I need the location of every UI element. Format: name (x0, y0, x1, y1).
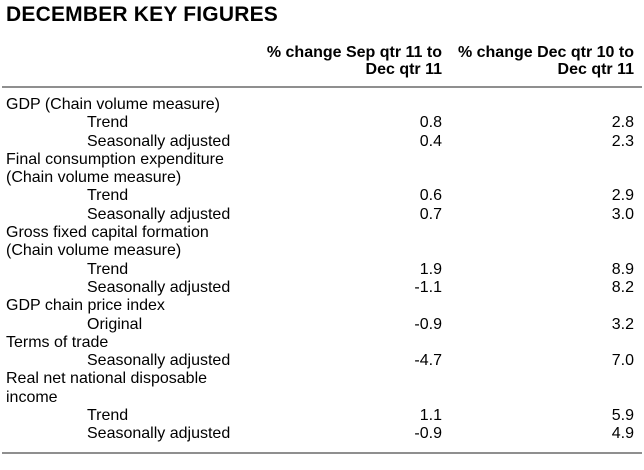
row-label: Seasonally adjusted (87, 425, 231, 443)
row-label: Real net national disposable (6, 370, 208, 388)
table-row: (Chain volume measure) (6, 169, 634, 187)
bottom-rule (2, 451, 642, 454)
table-row: Original -0.9 3.2 (6, 316, 634, 334)
value-sep-qtr: -0.9 (414, 315, 442, 333)
row-label: Terms of trade (6, 333, 109, 351)
value-sep-qtr (257, 242, 442, 260)
table-row: income (6, 389, 634, 407)
value-sep-qtr: 0.4 (419, 132, 442, 150)
value-dec-qtr (442, 169, 634, 187)
table-row: Gross fixed capital formation (6, 224, 634, 242)
value-sep-qtr (257, 334, 442, 352)
table-row: Seasonally adjusted -1.1 8.2 (6, 279, 634, 297)
value-sep-qtr: -1.1 (414, 278, 442, 296)
row-label: Original (87, 315, 143, 333)
value-sep-qtr (257, 96, 442, 114)
value-dec-qtr: 3.2 (611, 315, 634, 333)
table-row: Final consumption expenditure (6, 151, 634, 169)
value-dec-qtr: 2.9 (611, 187, 634, 205)
row-label: Trend (87, 114, 129, 132)
value-sep-qtr (257, 151, 442, 169)
row-label: Seasonally adjusted (87, 278, 231, 296)
value-sep-qtr: 0.8 (419, 114, 442, 132)
value-sep-qtr (257, 224, 442, 242)
value-sep-qtr: -0.9 (414, 425, 442, 443)
column-header-line: Dec qtr 11 (557, 61, 634, 78)
column-header-line: Dec qtr 11 (365, 61, 442, 78)
row-label: Seasonally adjusted (87, 352, 231, 370)
column-header-line: % change Dec qtr 10 to (457, 44, 634, 61)
row-label: (Chain volume measure) (6, 242, 182, 260)
row-label: Trend (87, 407, 129, 425)
table-row: GDP (Chain volume measure) (6, 96, 634, 114)
value-dec-qtr: 2.3 (611, 132, 634, 150)
row-label: GDP chain price index (6, 297, 165, 315)
row-label: Seasonally adjusted (87, 132, 231, 150)
table-row: Trend 1.9 8.9 (6, 261, 634, 279)
value-dec-qtr (442, 370, 634, 388)
value-dec-qtr (442, 96, 634, 114)
row-label: Gross fixed capital formation (6, 224, 209, 242)
value-dec-qtr (442, 297, 634, 315)
value-dec-qtr: 2.8 (611, 114, 634, 132)
value-sep-qtr (257, 389, 442, 407)
value-dec-qtr (442, 334, 634, 352)
value-sep-qtr: 1.9 (419, 260, 442, 278)
header-spacer (6, 44, 257, 78)
row-label: Trend (87, 187, 129, 205)
column-header-dec-qtr: % change Dec qtr 10 to Dec qtr 11 (442, 44, 634, 78)
value-dec-qtr: 5.9 (611, 407, 634, 425)
table-row: Trend 1.1 5.9 (6, 407, 634, 425)
table-row: Trend 0.6 2.9 (6, 187, 634, 205)
value-dec-qtr: 8.9 (611, 260, 634, 278)
page-title: DECEMBER KEY FIGURES (6, 3, 278, 26)
row-label: Seasonally adjusted (87, 205, 231, 223)
value-dec-qtr (442, 389, 634, 407)
value-dec-qtr: 7.0 (611, 352, 634, 370)
table-row: Trend 0.8 2.8 (6, 114, 634, 132)
value-dec-qtr: 8.2 (611, 278, 634, 296)
table-row: GDP chain price index (6, 297, 634, 315)
table-row: Seasonally adjusted -0.9 4.9 (6, 425, 634, 443)
value-sep-qtr (257, 370, 442, 388)
value-sep-qtr (257, 169, 442, 187)
row-label: income (6, 388, 58, 406)
table-row: Real net national disposable (6, 370, 634, 388)
table-row: Terms of trade (6, 334, 634, 352)
value-dec-qtr: 4.9 (611, 425, 634, 443)
value-sep-qtr: 1.1 (419, 407, 442, 425)
table-row: (Chain volume measure) (6, 242, 634, 260)
table-header: % change Sep qtr 11 to Dec qtr 11 % chan… (0, 44, 644, 78)
value-dec-qtr (442, 151, 634, 169)
value-dec-qtr (442, 224, 634, 242)
value-dec-qtr (442, 242, 634, 260)
value-sep-qtr: 0.7 (419, 205, 442, 223)
column-header-sep-qtr: % change Sep qtr 11 to Dec qtr 11 (257, 44, 442, 78)
row-label: Final consumption expenditure (6, 150, 224, 168)
value-sep-qtr: 0.6 (419, 187, 442, 205)
value-sep-qtr (257, 297, 442, 315)
value-dec-qtr: 3.0 (611, 205, 634, 223)
row-label: Trend (87, 260, 129, 278)
table-body: GDP (Chain volume measure) Trend 0.8 2.8… (0, 96, 644, 444)
header-rule (2, 86, 642, 88)
table-row: Seasonally adjusted 0.4 2.3 (6, 133, 634, 151)
column-header-line: % change Sep qtr 11 to (266, 44, 442, 61)
row-label: GDP (Chain volume measure) (6, 96, 221, 113)
value-sep-qtr: -4.7 (414, 352, 442, 370)
row-label: (Chain volume measure) (6, 169, 182, 187)
table-row: Seasonally adjusted -4.7 7.0 (6, 352, 634, 370)
table-row: Seasonally adjusted 0.7 3.0 (6, 206, 634, 224)
